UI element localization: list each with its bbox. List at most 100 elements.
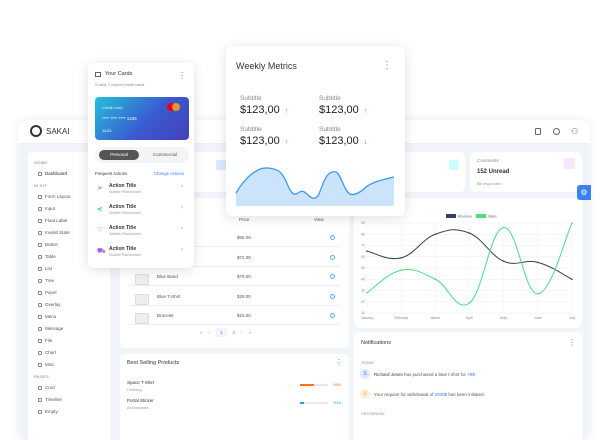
- search-icon[interactable]: [330, 293, 335, 299]
- sidebar-item[interactable]: Input: [38, 206, 55, 211]
- sidebar-item[interactable]: Message: [38, 326, 63, 331]
- sidebar-item[interactable]: Empty: [38, 409, 58, 414]
- sidebar-item[interactable]: Button: [38, 242, 58, 247]
- sidebar-item[interactable]: Overlay: [38, 302, 61, 307]
- search-icon[interactable]: [330, 235, 335, 240]
- price-header[interactable]: Price: [239, 217, 250, 222]
- data-point[interactable]: [537, 293, 539, 295]
- menu-item-icon: [38, 194, 42, 199]
- page-1-button[interactable]: 1: [216, 328, 227, 337]
- notification-item[interactable]: S Richard Jones has purchased a blue t-sh…: [360, 369, 475, 379]
- sidebar-item[interactable]: Form Layout: [38, 194, 70, 199]
- data-point[interactable]: [502, 260, 505, 263]
- change-actions-link[interactable]: Change Actions: [154, 171, 185, 176]
- data-point[interactable]: [468, 232, 471, 234]
- data-point[interactable]: [502, 226, 505, 229]
- shield-icon: ♡: [97, 227, 104, 234]
- next-page-button[interactable]: ›: [241, 330, 243, 335]
- chevron-right-icon: ›: [181, 247, 183, 253]
- menu-item-icon: [38, 326, 42, 331]
- sidebar-item-label: Dashboard: [45, 171, 68, 176]
- more-icon[interactable]: ⋮: [382, 60, 392, 71]
- sidebar-item[interactable]: Float Label: [38, 218, 67, 223]
- data-point[interactable]: [571, 278, 573, 281]
- action-subtitle: Subtitle Placeholder: [109, 211, 141, 215]
- metric-value-row: $123,00 ↑: [240, 135, 288, 147]
- data-point[interactable]: [434, 278, 437, 281]
- data-point[interactable]: [468, 302, 471, 304]
- search-icon[interactable]: [330, 313, 335, 318]
- metric-label: Subtitle: [240, 126, 262, 133]
- metric-label: Subtitle: [240, 95, 262, 102]
- cards-subtitle: 5 valid, 1 expired credit cards: [95, 83, 145, 87]
- sidebar-item-label: Misc: [45, 362, 55, 367]
- sidebar-item[interactable]: Crud: [38, 385, 55, 390]
- menu-item-icon: [38, 242, 42, 247]
- more-icon[interactable]: ⋮: [178, 71, 186, 80]
- tab-commercial[interactable]: Commercial: [152, 152, 177, 157]
- sidebar-item[interactable]: Dashboard: [38, 171, 67, 176]
- y-tick-label: 70: [361, 244, 365, 248]
- y-tick-label: 90: [361, 221, 365, 225]
- sidebar-item[interactable]: Panel: [38, 290, 57, 295]
- action-title: Action Title: [109, 246, 137, 252]
- sidebar-item[interactable]: List: [38, 266, 52, 271]
- action-title: Action Title: [109, 225, 137, 231]
- sidebar-item-label: File: [45, 338, 53, 343]
- first-page-button[interactable]: «: [200, 330, 203, 335]
- data-point[interactable]: [366, 291, 368, 294]
- action-item[interactable]: ➢ Action Title Subtitle Placeholder ›: [95, 181, 187, 201]
- more-icon[interactable]: ⋮: [568, 338, 576, 347]
- sidebar-item[interactable]: Chart: [38, 350, 56, 355]
- notification-item[interactable]: ⇩ Your request for withdrawal of 2500$ ha…: [360, 389, 485, 399]
- data-point[interactable]: [571, 222, 573, 224]
- notification-amount: 2500$: [434, 391, 448, 397]
- data-point[interactable]: [400, 257, 402, 259]
- sidebar-item[interactable]: Timeline: [38, 397, 62, 402]
- last-page-button[interactable]: »: [248, 330, 252, 335]
- sidebar-item[interactable]: Misc: [38, 362, 54, 367]
- sidebar-item[interactable]: Menu: [38, 314, 56, 319]
- search-icon[interactable]: [330, 254, 335, 260]
- more-icon[interactable]: ⋮: [335, 358, 343, 367]
- stat-card-comments: Comments 152 Unread 85 responded: [470, 152, 582, 192]
- data-point[interactable]: [537, 261, 539, 264]
- data-point[interactable]: [400, 269, 402, 272]
- gear-icon[interactable]: [553, 128, 560, 135]
- sidebar-item[interactable]: Tree: [38, 278, 54, 283]
- action-item[interactable]: ⛟ Action Title Subtitle Placeholder ›: [95, 244, 187, 264]
- user-icon[interactable]: ⚇: [571, 127, 579, 136]
- sidebar-item[interactable]: Invalid State: [38, 230, 70, 235]
- send-icon: ➢: [97, 185, 103, 192]
- menu-item-icon: [38, 409, 42, 414]
- product-image: [135, 293, 149, 305]
- sidebar-item[interactable]: Table: [38, 254, 56, 259]
- action-item[interactable]: ♡ Action Title Subtitle Placeholder ›: [95, 223, 187, 243]
- menu-item-icon: [38, 397, 42, 402]
- settings-button[interactable]: ⚙: [577, 185, 591, 200]
- page-2-button[interactable]: 2: [232, 330, 236, 335]
- card-label: Credit Card: [102, 105, 123, 110]
- tab-personal[interactable]: Personal: [99, 150, 139, 160]
- product-name: Blue T-Shirt: [157, 293, 181, 299]
- sidebar-item-label: Float Label: [45, 218, 68, 223]
- metric-label: Subtitle: [319, 126, 341, 133]
- sidebar-item-label: Tree: [45, 278, 55, 283]
- action-item[interactable]: ⋞ Action Title Subtitle Placeholder ›: [95, 202, 187, 222]
- x-tick-label: June: [534, 316, 542, 320]
- weekly-title: Weekly Metrics: [236, 61, 297, 71]
- prev-page-button[interactable]: ‹: [208, 330, 211, 335]
- sidebar-item[interactable]: File: [38, 338, 52, 343]
- search-icon[interactable]: [330, 274, 335, 279]
- card-expiry: 11/21: [102, 128, 112, 133]
- notification-text: Your request for withdrawal of: [374, 391, 435, 397]
- calendar-icon[interactable]: [535, 128, 541, 135]
- metric-value: $123,00: [319, 135, 359, 147]
- data-point[interactable]: [434, 233, 437, 236]
- menu-item-icon: [38, 171, 42, 176]
- product-name: Space T-Shirt: [127, 380, 155, 385]
- credit-card[interactable]: Credit Card **** **** **** 1234 11/21: [95, 97, 189, 140]
- metric: Subtitle $123,00 ↑: [319, 95, 367, 116]
- data-point[interactable]: [366, 250, 368, 252]
- cart-icon: ⛟: [97, 248, 106, 255]
